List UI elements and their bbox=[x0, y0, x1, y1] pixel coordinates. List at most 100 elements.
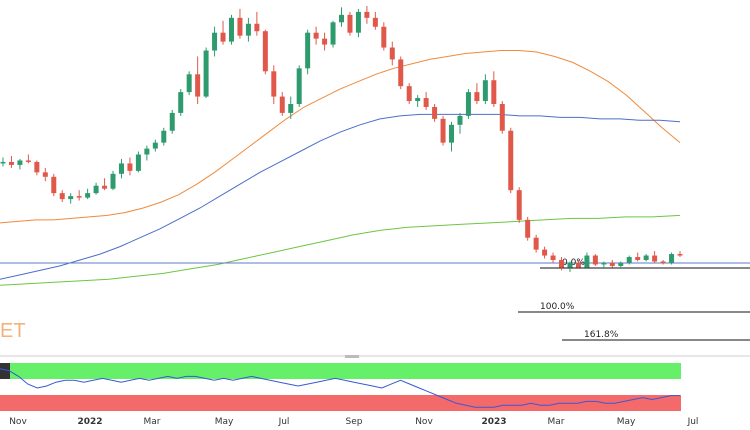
candle-up bbox=[305, 32, 311, 69]
candle-down bbox=[313, 32, 319, 39]
candle-down bbox=[364, 11, 370, 18]
candle-down bbox=[8, 161, 14, 165]
divider-grip bbox=[345, 355, 359, 358]
fib-label: 0.0% bbox=[562, 258, 585, 268]
candle-up bbox=[93, 185, 99, 194]
candle-down bbox=[381, 26, 387, 48]
candle-up bbox=[584, 255, 590, 268]
candle-up bbox=[415, 98, 421, 102]
candle-up bbox=[17, 160, 23, 165]
x-tick-label: May bbox=[215, 417, 234, 427]
watermark: ET bbox=[0, 320, 26, 342]
x-tick-label: Mar bbox=[144, 417, 161, 427]
candle-down bbox=[508, 130, 514, 191]
candle-down bbox=[660, 261, 666, 263]
candle-up bbox=[355, 11, 361, 33]
candle-down bbox=[127, 163, 133, 171]
candle-down bbox=[42, 172, 48, 177]
candle-up bbox=[567, 262, 573, 268]
candle-up bbox=[449, 124, 455, 143]
candle-down bbox=[550, 255, 556, 260]
candle-down bbox=[592, 255, 598, 265]
x-tick-label: Mar bbox=[548, 417, 565, 427]
candle-down bbox=[474, 92, 480, 102]
candle-down bbox=[220, 32, 226, 42]
candle-up bbox=[118, 163, 124, 174]
candle-down bbox=[279, 96, 285, 113]
candle-up bbox=[339, 14, 344, 23]
candle-down bbox=[652, 255, 658, 262]
ma-mid-line bbox=[0, 113, 681, 280]
candle-up bbox=[169, 112, 175, 131]
overbought-zone bbox=[0, 363, 681, 379]
fibonacci-levels: 0.0% 100.0% 161.8% bbox=[518, 258, 750, 341]
candle-up bbox=[601, 262, 607, 265]
candle-down bbox=[406, 86, 412, 102]
x-tick-label: May bbox=[617, 417, 636, 427]
candle-down bbox=[516, 190, 522, 220]
candle-down bbox=[389, 47, 395, 60]
candle-down bbox=[677, 254, 683, 256]
candle-up bbox=[135, 154, 141, 171]
candle-up bbox=[110, 173, 116, 189]
candle-up bbox=[296, 68, 302, 104]
candle-down bbox=[398, 59, 404, 87]
candle-up bbox=[643, 255, 649, 260]
oversold-zone bbox=[0, 395, 681, 411]
candle-up bbox=[288, 104, 294, 113]
candle-up bbox=[457, 115, 463, 125]
candle-down bbox=[195, 74, 201, 97]
candle-up bbox=[465, 92, 471, 116]
candle-up bbox=[618, 262, 624, 266]
moving-averages bbox=[0, 50, 750, 286]
candle-down bbox=[262, 31, 268, 72]
candle-down bbox=[237, 17, 243, 36]
candle-down bbox=[559, 260, 565, 268]
fib-label: 161.8% bbox=[584, 330, 619, 340]
candle-down bbox=[25, 160, 31, 162]
candle-up bbox=[330, 22, 336, 45]
x-tick-label: Jul bbox=[687, 417, 699, 427]
candle-up bbox=[482, 80, 488, 102]
ma-fast-line bbox=[0, 50, 681, 224]
candle-up bbox=[212, 32, 218, 51]
candle-down bbox=[372, 17, 378, 27]
candle-down bbox=[499, 104, 505, 131]
candle-down bbox=[347, 14, 353, 33]
candle-up bbox=[228, 17, 234, 42]
x-tick-label: Jul bbox=[278, 417, 290, 427]
candle-up bbox=[85, 193, 91, 198]
candle-down bbox=[76, 196, 82, 198]
candle-up bbox=[161, 130, 167, 143]
candle-up bbox=[669, 254, 675, 263]
candle-down bbox=[525, 219, 531, 238]
candle-down bbox=[432, 106, 438, 119]
candle-down bbox=[491, 80, 497, 104]
x-tick-label: 2023 bbox=[481, 417, 506, 427]
candle-down bbox=[423, 98, 429, 107]
candle-up bbox=[68, 196, 74, 200]
fib-label: 100.0% bbox=[540, 302, 575, 312]
candle-down bbox=[102, 185, 108, 189]
candle-up bbox=[0, 161, 6, 164]
oscillator-line bbox=[0, 368, 680, 408]
candle-down bbox=[51, 176, 57, 194]
candle-down bbox=[254, 23, 260, 32]
panel-divider-handle[interactable] bbox=[0, 355, 750, 358]
candle-down bbox=[575, 262, 581, 268]
x-tick-label: 2022 bbox=[77, 417, 102, 427]
candle-up bbox=[203, 50, 209, 97]
candle-down bbox=[34, 161, 40, 173]
candle-up bbox=[245, 23, 251, 36]
candle-down bbox=[322, 38, 328, 45]
ma-slow-line bbox=[0, 214, 681, 286]
x-tick-label: Sep bbox=[346, 417, 363, 427]
candle-down bbox=[271, 71, 277, 97]
x-tick-label: Nov bbox=[415, 417, 433, 427]
candle-up bbox=[178, 92, 184, 113]
candle-down bbox=[609, 262, 615, 266]
candle-up bbox=[626, 257, 632, 263]
candle-down bbox=[440, 118, 446, 143]
candle-up bbox=[186, 74, 192, 93]
